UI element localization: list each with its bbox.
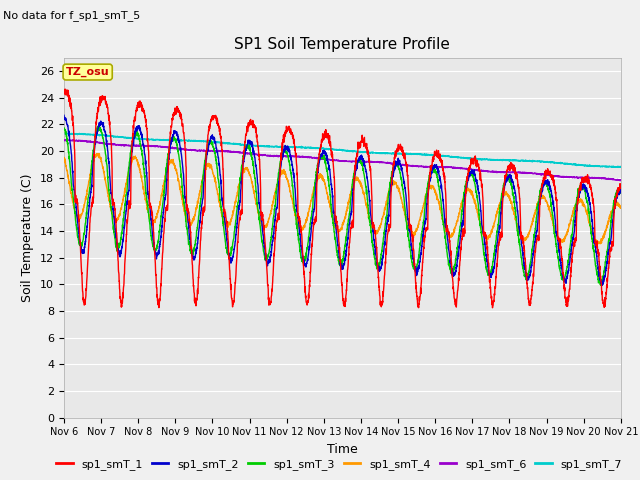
Title: SP1 Soil Temperature Profile: SP1 Soil Temperature Profile xyxy=(234,37,451,52)
X-axis label: Time: Time xyxy=(327,443,358,456)
Legend: sp1_smT_1, sp1_smT_2, sp1_smT_3, sp1_smT_4, sp1_smT_6, sp1_smT_7: sp1_smT_1, sp1_smT_2, sp1_smT_3, sp1_smT… xyxy=(52,455,627,474)
Text: TZ_osu: TZ_osu xyxy=(66,67,109,77)
Text: No data for f_sp1_smT_5: No data for f_sp1_smT_5 xyxy=(3,10,140,21)
Y-axis label: Soil Temperature (C): Soil Temperature (C) xyxy=(22,173,35,302)
